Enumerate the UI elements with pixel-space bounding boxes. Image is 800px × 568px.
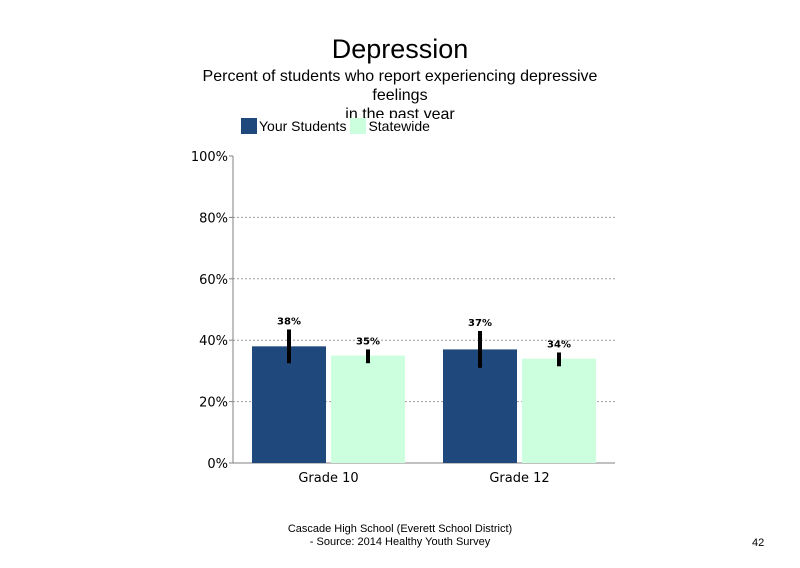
category-label: Grade 10 [298, 471, 358, 486]
y-tick-label: 100% [191, 150, 228, 165]
legend-item-your-students: Your Students [241, 118, 346, 134]
chart-legend: Your Students Statewide [241, 118, 434, 134]
y-tick-label: 80% [199, 211, 228, 226]
y-tick-label: 40% [199, 334, 228, 349]
subtitle-line-1: Percent of students who report experienc… [202, 68, 598, 85]
legend-label-your-students: Your Students [259, 118, 347, 134]
subtitle-line-2: feelings [372, 87, 428, 104]
footer-source: - Source: 2014 Healthy Youth Survey [309, 536, 491, 548]
data-label: 34% [547, 339, 571, 350]
y-tick-label: 0% [207, 457, 228, 472]
data-label: 35% [356, 336, 380, 347]
legend-swatch-your-students [241, 118, 257, 134]
page-number: 42 [752, 537, 765, 549]
footer: Cascade High School (Everett School Dist… [248, 523, 552, 549]
y-tick-label: 60% [199, 273, 228, 288]
data-label: 37% [468, 318, 492, 329]
chart-title: Depression [331, 34, 469, 64]
data-label: 38% [277, 316, 301, 327]
bar-your-students [443, 349, 517, 463]
category-label: Grade 12 [489, 471, 549, 486]
legend-label-statewide: Statewide [368, 118, 430, 134]
y-tick-label: 20% [199, 396, 228, 411]
legend-item-statewide: Statewide [350, 118, 430, 134]
footer-school: Cascade High School (Everett School Dist… [287, 523, 513, 535]
chart-subtitle: Percent of students who report experienc… [190, 67, 610, 124]
bar-statewide [522, 358, 596, 463]
legend-swatch-statewide [350, 118, 367, 134]
bar-statewide [331, 355, 405, 463]
bar-your-students [252, 346, 326, 463]
